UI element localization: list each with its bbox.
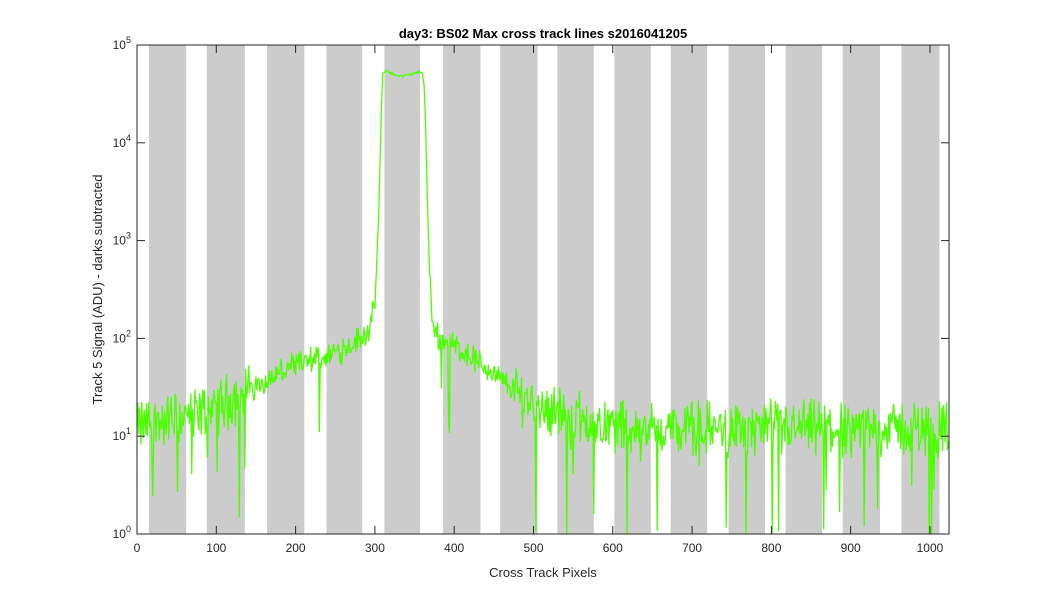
y-axis-label: Track 5 Signal (ADU) - darks subtracted [90,175,105,405]
series-line [136,69,950,535]
plot-area [137,45,949,534]
x-tick-label: 400 [444,541,464,555]
shaded-band [614,45,651,534]
shaded-band [267,45,305,534]
shaded-band [670,45,708,534]
x-tick-label: 200 [286,541,306,555]
x-tick-label: 900 [841,541,861,555]
x-tick-label: 100 [206,541,226,555]
y-tick-label: 105 [113,35,131,52]
x-tick-label: 700 [682,541,702,555]
x-axis-label: Cross Track Pixels [489,565,597,580]
y-tick-label: 101 [113,426,131,443]
axis-ticks: 0 100 200 300 400 500 600 700 800 900 100010010110… [113,35,949,555]
y-tick-label: 100 [113,524,131,541]
chart-title: day3: BS02 Max cross track lines s201604… [399,26,687,41]
series-layer [136,69,950,535]
x-tick-label: 500 [523,541,543,555]
shaded-band [148,45,187,534]
x-tick-label: 0 [134,541,141,555]
shaded-band [326,45,363,534]
shaded-band [443,45,481,534]
plot-frame [136,44,950,535]
x-tick-label: 800 [761,541,781,555]
shaded-band [557,45,594,534]
x-tick-label: 300 [365,541,385,555]
y-tick-label: 103 [113,231,131,248]
shaded-band [500,45,538,534]
y-tick-label: 104 [113,133,131,150]
x-tick-label: 1000 [917,541,944,555]
shaded-band [384,45,421,534]
shaded-band [785,45,823,534]
x-tick-label: 600 [603,541,623,555]
y-tick-label: 102 [113,328,131,345]
shaded-band [842,45,881,534]
